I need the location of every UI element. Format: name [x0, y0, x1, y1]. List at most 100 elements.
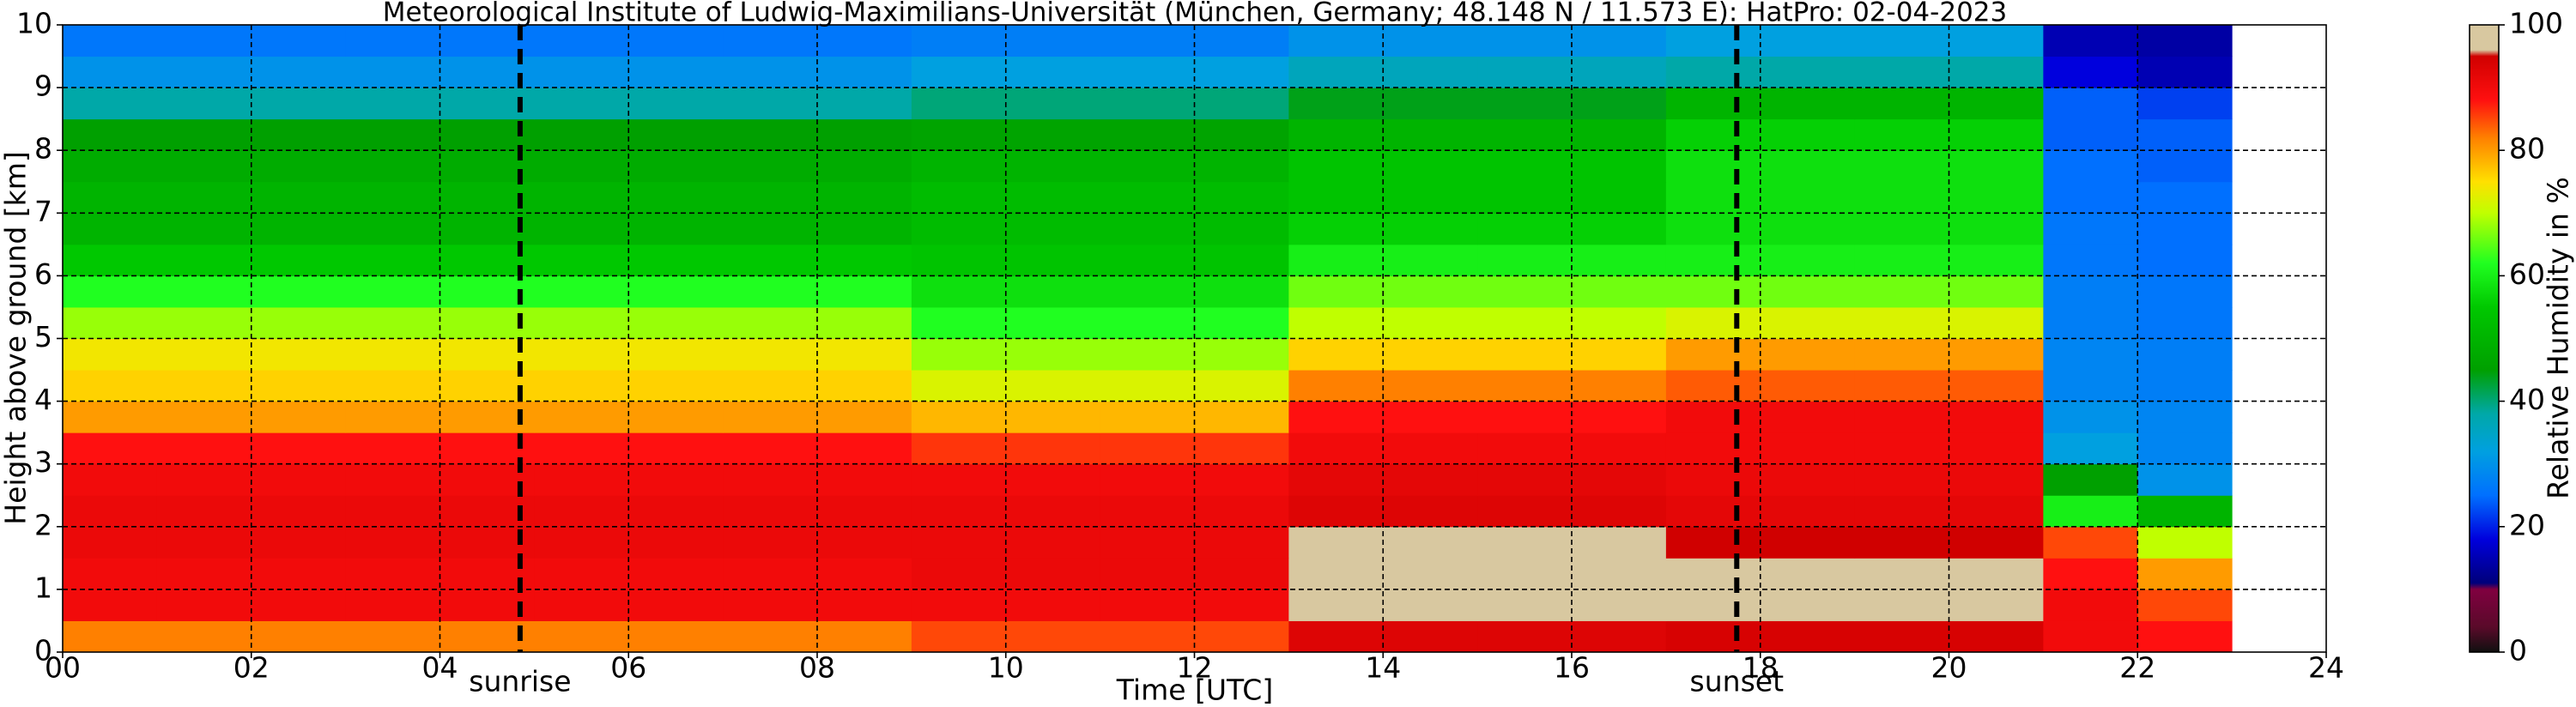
heatmap-cell	[1760, 432, 1856, 465]
heatmap-cell	[1572, 589, 1667, 621]
heatmap-cell	[911, 56, 1007, 88]
heatmap-cell	[63, 432, 158, 465]
heatmap-cell	[1005, 213, 1101, 245]
heatmap-cell	[1760, 495, 1856, 528]
heatmap-cell	[1100, 370, 1195, 402]
heatmap-cell	[911, 432, 1007, 465]
heatmap-cell	[156, 244, 252, 276]
heatmap-cell	[63, 150, 158, 183]
heatmap-cell	[1477, 88, 1573, 120]
heatmap-cell	[1100, 401, 1195, 433]
heatmap-cell	[1383, 118, 1478, 151]
heatmap-cell	[1665, 275, 1761, 308]
heatmap-cell	[911, 526, 1007, 559]
heatmap-cell	[156, 432, 252, 465]
heatmap-cell	[2043, 88, 2138, 120]
heatmap-cell	[63, 275, 158, 308]
heatmap-cell	[2137, 244, 2233, 276]
heatmap-cell	[1854, 401, 1949, 433]
heatmap-cell	[2137, 432, 2233, 465]
heatmap-cell	[1477, 401, 1573, 433]
heatmap-cell	[156, 401, 252, 433]
heatmap-cell	[1760, 589, 1856, 621]
heatmap-cell	[63, 401, 158, 433]
heatmap-cell	[1100, 338, 1195, 371]
heatmap-cell	[911, 25, 1007, 57]
heatmap-cell	[1288, 213, 1384, 245]
colorbar-tick-label: 40	[2509, 383, 2545, 416]
y-tick-label: 2	[34, 508, 52, 541]
heatmap-cell	[1194, 244, 1289, 276]
heatmap-cell	[1005, 432, 1101, 465]
heatmap-cell	[1572, 463, 1667, 496]
heatmap-cell	[817, 589, 912, 621]
heatmap-cell	[2043, 213, 2138, 245]
heatmap-cell	[1760, 526, 1856, 559]
heatmap-cell	[1760, 463, 1856, 496]
heatmap-cell	[1005, 526, 1101, 559]
heatmap-cell	[2137, 56, 2233, 88]
heatmap-cell	[1100, 275, 1195, 308]
heatmap-cell	[251, 432, 347, 465]
heatmap-cell	[628, 244, 724, 276]
heatmap-cell	[2137, 558, 2233, 590]
heatmap-cell	[1477, 526, 1573, 559]
heatmap-cell	[1477, 432, 1573, 465]
heatmap-cell	[2137, 181, 2233, 214]
heatmap-cell	[1005, 56, 1101, 88]
heatmap-cell	[534, 620, 629, 653]
heatmap-cell	[63, 589, 158, 621]
heatmap-cell	[1194, 495, 1289, 528]
heatmap-cell	[1288, 56, 1384, 88]
heatmap-cell	[345, 620, 440, 653]
heatmap-cell	[628, 25, 724, 57]
heatmap-cell	[345, 589, 440, 621]
heatmap-cell	[1194, 558, 1289, 590]
heatmap-cell	[345, 495, 440, 528]
heatmap-cell	[2137, 370, 2233, 402]
y-tick-label: 4	[34, 383, 52, 416]
heatmap-cell	[1665, 526, 1761, 559]
heatmap-cell	[1100, 88, 1195, 120]
heatmap-cell	[345, 181, 440, 214]
x-tick-label: 10	[988, 651, 1024, 685]
heatmap-cell	[63, 118, 158, 151]
heatmap-cell	[911, 213, 1007, 245]
heatmap-cell	[911, 370, 1007, 402]
heatmap-cell	[1477, 495, 1573, 528]
heatmap-cell	[2137, 88, 2233, 120]
heatmap-cell	[723, 275, 818, 308]
heatmap-cell	[534, 338, 629, 371]
heatmap-cell	[63, 244, 158, 276]
heatmap-cell	[1949, 620, 2044, 653]
colorbar-tick-label: 100	[2509, 7, 2563, 40]
heatmap-cell	[63, 558, 158, 590]
heatmap-cell	[2137, 589, 2233, 621]
heatmap-cell	[911, 275, 1007, 308]
heatmap-cell	[345, 213, 440, 245]
heatmap-cell	[628, 526, 724, 559]
heatmap-cell	[1288, 150, 1384, 183]
heatmap-cell	[1288, 338, 1384, 371]
heatmap-cell	[1854, 150, 1949, 183]
heatmap-cell	[1477, 620, 1573, 653]
heatmap-cell	[534, 150, 629, 183]
heatmap-cell	[1665, 463, 1761, 496]
heatmap-cell	[1760, 181, 1856, 214]
heatmap-cell	[1194, 306, 1289, 339]
heatmap-cell	[1572, 558, 1667, 590]
y-tick-label: 0	[34, 634, 52, 668]
heatmap-cell	[156, 370, 252, 402]
heatmap-cell	[2043, 401, 2138, 433]
heatmap-cell	[534, 88, 629, 120]
heatmap-cell	[1194, 589, 1289, 621]
heatmap-cell	[1288, 558, 1384, 590]
heatmap-cell	[1665, 150, 1761, 183]
heatmap-cell	[1949, 401, 2044, 433]
heatmap-cell	[1572, 401, 1667, 433]
heatmap-cell	[1288, 370, 1384, 402]
heatmap-cell	[1477, 558, 1573, 590]
y-tick-label: 10	[16, 7, 52, 40]
heatmap-cell	[1665, 88, 1761, 120]
heatmap-cell	[63, 495, 158, 528]
